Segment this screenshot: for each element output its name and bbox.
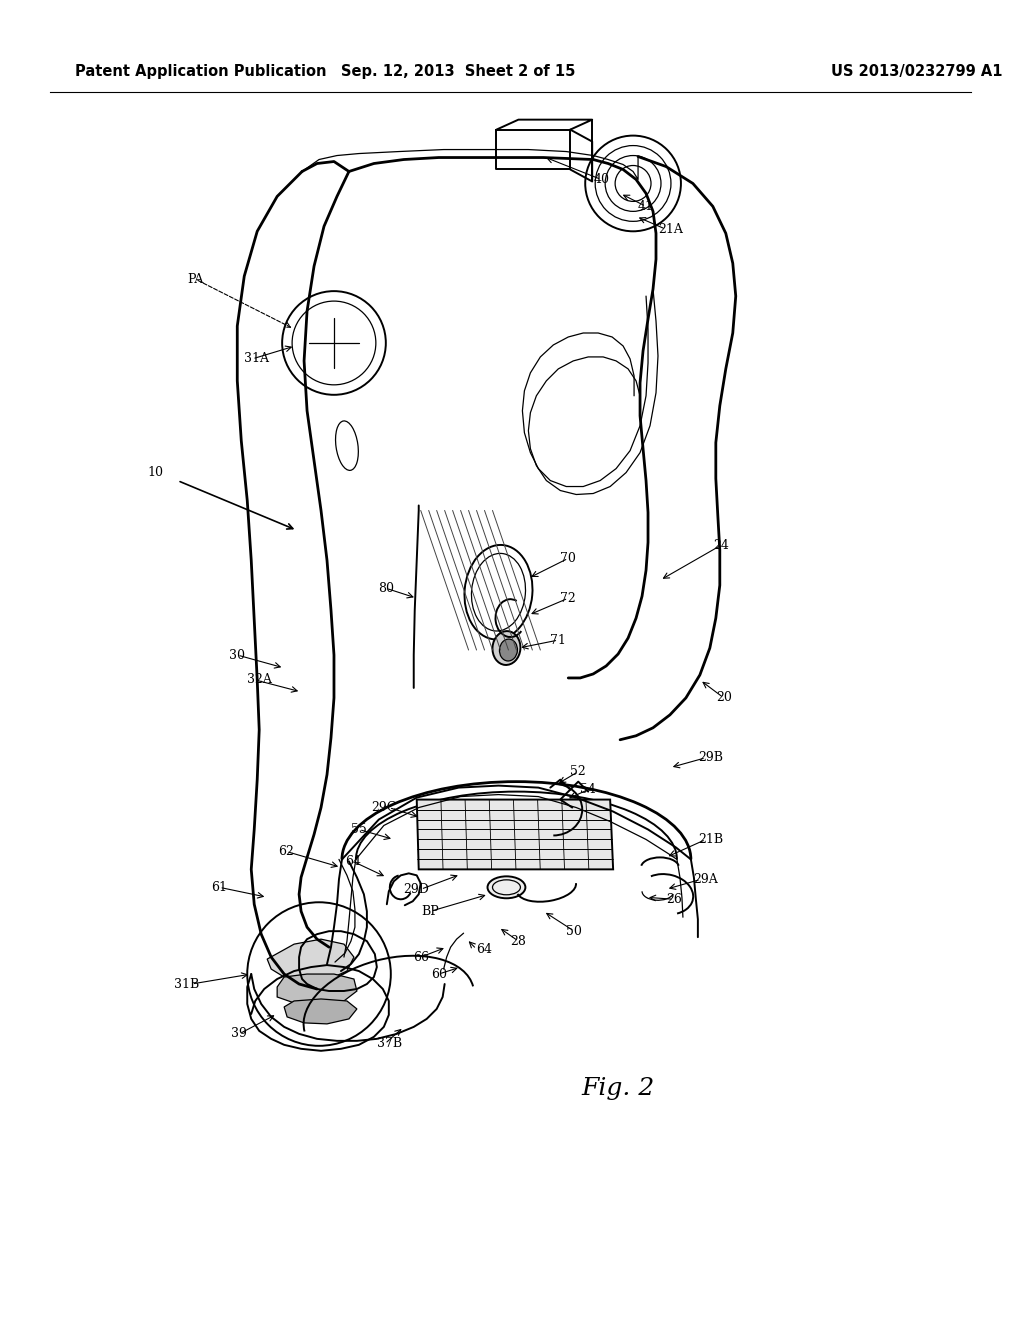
Text: 29A: 29A bbox=[693, 873, 718, 886]
Text: 30: 30 bbox=[229, 648, 246, 661]
Text: 26: 26 bbox=[666, 892, 682, 906]
Text: Fig. 2: Fig. 2 bbox=[582, 1077, 654, 1100]
Ellipse shape bbox=[500, 639, 517, 661]
Text: 21B: 21B bbox=[698, 833, 723, 846]
Ellipse shape bbox=[493, 631, 520, 665]
Text: 21A: 21A bbox=[658, 223, 683, 236]
Text: 61: 61 bbox=[211, 880, 227, 894]
Text: Sep. 12, 2013  Sheet 2 of 15: Sep. 12, 2013 Sheet 2 of 15 bbox=[341, 65, 575, 79]
Text: 50: 50 bbox=[566, 925, 583, 937]
Text: 39: 39 bbox=[231, 1027, 247, 1040]
Polygon shape bbox=[278, 974, 357, 1005]
Ellipse shape bbox=[487, 876, 525, 899]
Text: 31B: 31B bbox=[174, 978, 200, 990]
Text: 41: 41 bbox=[638, 199, 654, 213]
Text: 52: 52 bbox=[570, 766, 586, 779]
Text: PA: PA bbox=[187, 273, 204, 285]
Text: 20: 20 bbox=[716, 692, 732, 705]
Text: 37B: 37B bbox=[377, 1038, 402, 1051]
Text: 10: 10 bbox=[147, 466, 164, 479]
Text: 32A: 32A bbox=[247, 673, 272, 686]
Text: 62: 62 bbox=[279, 845, 294, 858]
Text: 71: 71 bbox=[550, 634, 566, 647]
Text: 29B: 29B bbox=[698, 751, 723, 764]
Text: 55: 55 bbox=[351, 822, 367, 836]
Polygon shape bbox=[417, 800, 613, 870]
Text: BP: BP bbox=[421, 904, 438, 917]
Text: 66: 66 bbox=[413, 950, 429, 964]
Text: 64: 64 bbox=[345, 855, 360, 867]
Polygon shape bbox=[267, 939, 354, 981]
Text: 80: 80 bbox=[378, 582, 394, 595]
Text: 70: 70 bbox=[560, 552, 577, 565]
Text: 24: 24 bbox=[713, 539, 729, 552]
Text: US 2013/0232799 A1: US 2013/0232799 A1 bbox=[831, 65, 1002, 79]
Text: 28: 28 bbox=[510, 935, 526, 948]
Polygon shape bbox=[284, 999, 357, 1024]
Text: 31A: 31A bbox=[245, 352, 269, 366]
Text: 64: 64 bbox=[476, 942, 493, 956]
Text: 60: 60 bbox=[431, 968, 446, 981]
Text: 29D: 29D bbox=[402, 883, 429, 896]
Text: 72: 72 bbox=[560, 591, 577, 605]
Text: 40: 40 bbox=[593, 173, 609, 186]
Text: Patent Application Publication: Patent Application Publication bbox=[75, 65, 327, 79]
Text: 54: 54 bbox=[581, 783, 596, 796]
Text: 29C: 29C bbox=[372, 801, 396, 814]
